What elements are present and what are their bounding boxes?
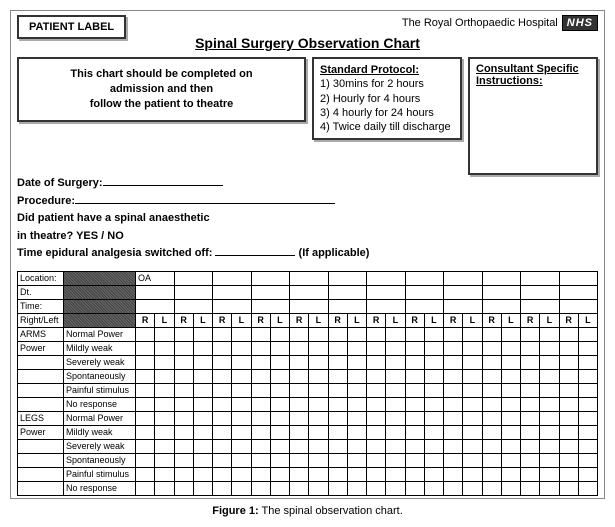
anaesthetic-line-1: Did patient have a spinal anaesthetic (17, 210, 598, 228)
observation-table: Location:OADt.Time:Right/LeftRLRLRLRLRLR… (17, 271, 598, 496)
patient-label-box: PATIENT LABEL (17, 15, 126, 39)
instruction-box: This chart should be completed on admiss… (17, 57, 306, 122)
figure-caption: Figure 1: The spinal observation chart. (10, 505, 605, 517)
row-header: Time: (18, 299, 64, 313)
instruction-line-2: admission and then (27, 82, 296, 97)
field-lines: Date of Surgery: Procedure: Did patient … (17, 175, 598, 263)
row-header: Dt. (18, 285, 64, 299)
row-header-rightleft: Right/Left (18, 313, 64, 327)
power-row-label: Severely weak (64, 355, 136, 369)
instruction-line-3: follow the patient to theatre (27, 97, 296, 112)
protocol-item-2: 2) Hourly for 4 hours (320, 92, 454, 106)
nhs-logo: NHS (562, 15, 598, 31)
oa-cell: OA (136, 271, 175, 285)
protocol-item-4: 4) Twice daily till discharge (320, 120, 454, 134)
epidural-row: Time epidural analgesia switched off: (I… (17, 245, 598, 263)
procedure-blank[interactable] (75, 194, 335, 204)
section-label: LEGS (18, 411, 64, 425)
date-field-row: Date of Surgery: (17, 175, 598, 193)
procedure-field-row: Procedure: (17, 193, 598, 211)
consultant-box: Consultant Specific Instructions: (468, 57, 598, 175)
power-row-label: Spontaneously (64, 369, 136, 383)
protocol-heading: Standard Protocol: (320, 63, 454, 77)
power-row-label: Painful stimulus (64, 383, 136, 397)
form-title: Spinal Surgery Observation Chart (195, 35, 420, 51)
section-label: ARMS (18, 327, 64, 341)
mid-section: This chart should be completed on admiss… (17, 57, 598, 175)
epidural-blank[interactable] (215, 246, 295, 256)
power-row-label: Painful stimulus (64, 467, 136, 481)
power-row-label: Spontaneously (64, 453, 136, 467)
hospital-name: The Royal Orthopaedic Hospital (402, 17, 558, 29)
date-label: Date of Surgery: (17, 177, 103, 189)
protocol-item-3: 3) 4 hourly for 24 hours (320, 106, 454, 120)
caption-bold: Figure 1: (212, 505, 258, 517)
left-column: This chart should be completed on admiss… (17, 57, 306, 132)
power-row-label: No response (64, 397, 136, 411)
protocol-item-1: 1) 30mins for 2 hours (320, 77, 454, 91)
row-header-location: Location: (18, 271, 64, 285)
power-label: Power (18, 425, 64, 439)
observation-chart-form: PATIENT LABEL The Royal Orthopaedic Hosp… (10, 10, 605, 499)
power-row-label: Normal Power (64, 411, 136, 425)
anaesthetic-line-2: in theatre? YES / NO (17, 228, 598, 246)
power-row-label: Mildly weak (64, 425, 136, 439)
instruction-line-1: This chart should be completed on (27, 67, 296, 82)
patient-label-text: PATIENT LABEL (29, 21, 114, 33)
power-row-label: Normal Power (64, 327, 136, 341)
procedure-label: Procedure: (17, 195, 75, 207)
epidural-label: Time epidural analgesia switched off: (17, 247, 212, 259)
epidural-suffix: (If applicable) (299, 247, 370, 259)
hospital-line: The Royal Orthopaedic Hospital NHS (402, 15, 598, 31)
power-row-label: No response (64, 481, 136, 495)
date-blank[interactable] (103, 176, 223, 186)
power-label: Power (18, 341, 64, 355)
consultant-heading: Consultant Specific Instructions: (476, 63, 590, 87)
caption-rest: The spinal observation chart. (259, 505, 403, 517)
power-row-label: Severely weak (64, 439, 136, 453)
power-row-label: Mildly weak (64, 341, 136, 355)
protocol-box: Standard Protocol: 1) 30mins for 2 hours… (312, 57, 462, 140)
